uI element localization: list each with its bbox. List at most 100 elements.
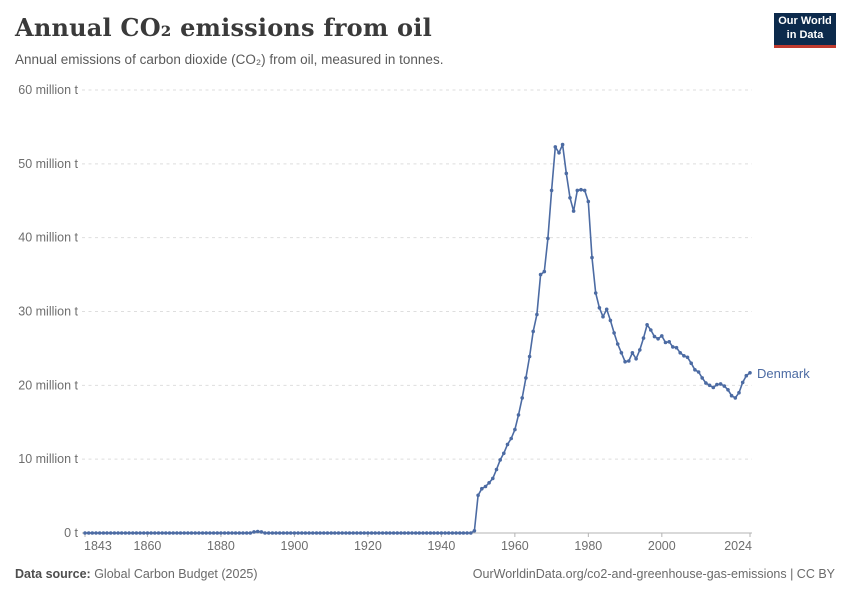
data-point-marker[interactable] — [131, 531, 135, 535]
data-point-marker[interactable] — [230, 531, 234, 535]
data-point-marker[interactable] — [259, 530, 264, 534]
data-point-marker[interactable] — [351, 531, 356, 535]
data-point-marker[interactable] — [729, 393, 734, 398]
data-point-marker[interactable] — [410, 531, 414, 535]
data-point-marker[interactable] — [531, 329, 535, 334]
data-point-marker[interactable] — [366, 531, 370, 535]
data-point-marker[interactable] — [358, 531, 363, 535]
data-point-marker[interactable] — [167, 531, 172, 535]
data-point-marker[interactable] — [233, 531, 238, 535]
data-point-marker[interactable] — [737, 390, 741, 395]
data-point-marker[interactable] — [193, 531, 197, 535]
data-point-marker[interactable] — [623, 359, 627, 364]
data-point-marker[interactable] — [454, 531, 458, 535]
data-point-marker[interactable] — [509, 436, 513, 441]
data-point-marker[interactable] — [634, 357, 638, 361]
data-point-marker[interactable] — [311, 531, 315, 535]
data-point-marker[interactable] — [90, 531, 95, 535]
data-point-marker[interactable] — [329, 531, 334, 535]
data-point-marker[interactable] — [344, 531, 348, 535]
data-point-marker[interactable] — [446, 531, 451, 535]
data-point-marker[interactable] — [197, 531, 201, 535]
data-point-marker[interactable] — [693, 368, 697, 372]
data-point-marker[interactable] — [461, 531, 466, 535]
data-point-marker[interactable] — [571, 209, 576, 213]
data-point-marker[interactable] — [432, 531, 436, 535]
data-point-marker[interactable] — [538, 272, 543, 277]
data-point-marker[interactable] — [656, 337, 660, 341]
data-point-marker[interactable] — [108, 531, 113, 535]
data-point-marker[interactable] — [549, 188, 554, 193]
data-point-marker[interactable] — [667, 340, 671, 344]
data-point-marker[interactable] — [638, 348, 642, 352]
data-point-marker[interactable] — [527, 354, 532, 359]
data-point-marker[interactable] — [248, 531, 253, 535]
data-point-marker[interactable] — [160, 531, 164, 535]
data-point-marker[interactable] — [516, 413, 521, 417]
data-point-marker[interactable] — [340, 531, 345, 535]
data-point-marker[interactable] — [318, 531, 322, 535]
data-point-marker[interactable] — [200, 531, 205, 535]
data-point-marker[interactable] — [660, 334, 664, 338]
data-point-marker[interactable] — [568, 196, 572, 200]
data-point-marker[interactable] — [101, 531, 106, 535]
data-point-marker[interactable] — [86, 531, 91, 535]
data-point-marker[interactable] — [704, 381, 708, 385]
data-point-marker[interactable] — [300, 531, 304, 535]
data-point-marker[interactable] — [469, 531, 473, 535]
data-point-marker[interactable] — [513, 427, 517, 432]
data-point-marker[interactable] — [307, 531, 311, 535]
data-point-marker[interactable] — [685, 355, 690, 360]
data-point-marker[interactable] — [288, 531, 293, 535]
data-point-marker[interactable] — [322, 531, 326, 535]
data-point-marker[interactable] — [700, 376, 704, 380]
data-point-marker[interactable] — [491, 476, 495, 481]
data-point-marker[interactable] — [579, 187, 583, 192]
data-point-marker[interactable] — [333, 531, 337, 535]
data-point-marker[interactable] — [726, 388, 730, 392]
data-point-marker[interactable] — [164, 531, 168, 535]
data-point-marker[interactable] — [535, 312, 539, 317]
data-point-marker[interactable] — [542, 269, 547, 274]
data-point-marker[interactable] — [450, 531, 455, 535]
data-point-marker[interactable] — [458, 531, 462, 535]
data-point-marker[interactable] — [593, 291, 598, 295]
data-point-marker[interactable] — [502, 451, 506, 456]
data-point-marker[interactable] — [564, 171, 569, 176]
data-point-marker[interactable] — [303, 531, 308, 535]
data-point-marker[interactable] — [718, 382, 723, 386]
data-point-marker[interactable] — [149, 531, 153, 535]
data-point-marker[interactable] — [215, 531, 220, 535]
data-point-marker[interactable] — [369, 531, 374, 535]
data-point-marker[interactable] — [487, 481, 491, 485]
data-point-marker[interactable] — [476, 493, 480, 498]
data-point-marker[interactable] — [428, 531, 433, 535]
data-point-marker[interactable] — [586, 199, 591, 204]
data-point-marker[interactable] — [178, 531, 183, 535]
data-point-marker[interactable] — [443, 531, 447, 535]
data-point-marker[interactable] — [601, 314, 605, 319]
data-point-marker[interactable] — [748, 371, 752, 375]
data-point-marker[interactable] — [116, 531, 120, 535]
data-point-marker[interactable] — [707, 383, 712, 388]
data-point-marker[interactable] — [296, 531, 300, 535]
data-point-marker[interactable] — [226, 531, 231, 535]
data-point-marker[interactable] — [377, 531, 381, 535]
data-point-marker[interactable] — [744, 373, 749, 378]
data-point-marker[interactable] — [325, 531, 330, 535]
data-point-marker[interactable] — [83, 531, 87, 535]
data-point-marker[interactable] — [97, 531, 102, 535]
data-point-marker[interactable] — [630, 351, 635, 355]
data-point-marker[interactable] — [696, 370, 701, 374]
data-point-marker[interactable] — [112, 531, 117, 535]
data-point-marker[interactable] — [399, 531, 403, 535]
owid-logo[interactable]: Our World in Data — [774, 13, 836, 48]
data-point-marker[interactable] — [652, 334, 657, 339]
series-entity-label[interactable]: Denmark — [757, 365, 810, 381]
data-point-marker[interactable] — [505, 442, 510, 447]
data-point-marker[interactable] — [119, 531, 124, 535]
data-point-marker[interactable] — [153, 531, 157, 535]
data-point-marker[interactable] — [575, 188, 580, 193]
data-point-marker[interactable] — [608, 318, 613, 323]
data-point-marker[interactable] — [498, 458, 503, 462]
